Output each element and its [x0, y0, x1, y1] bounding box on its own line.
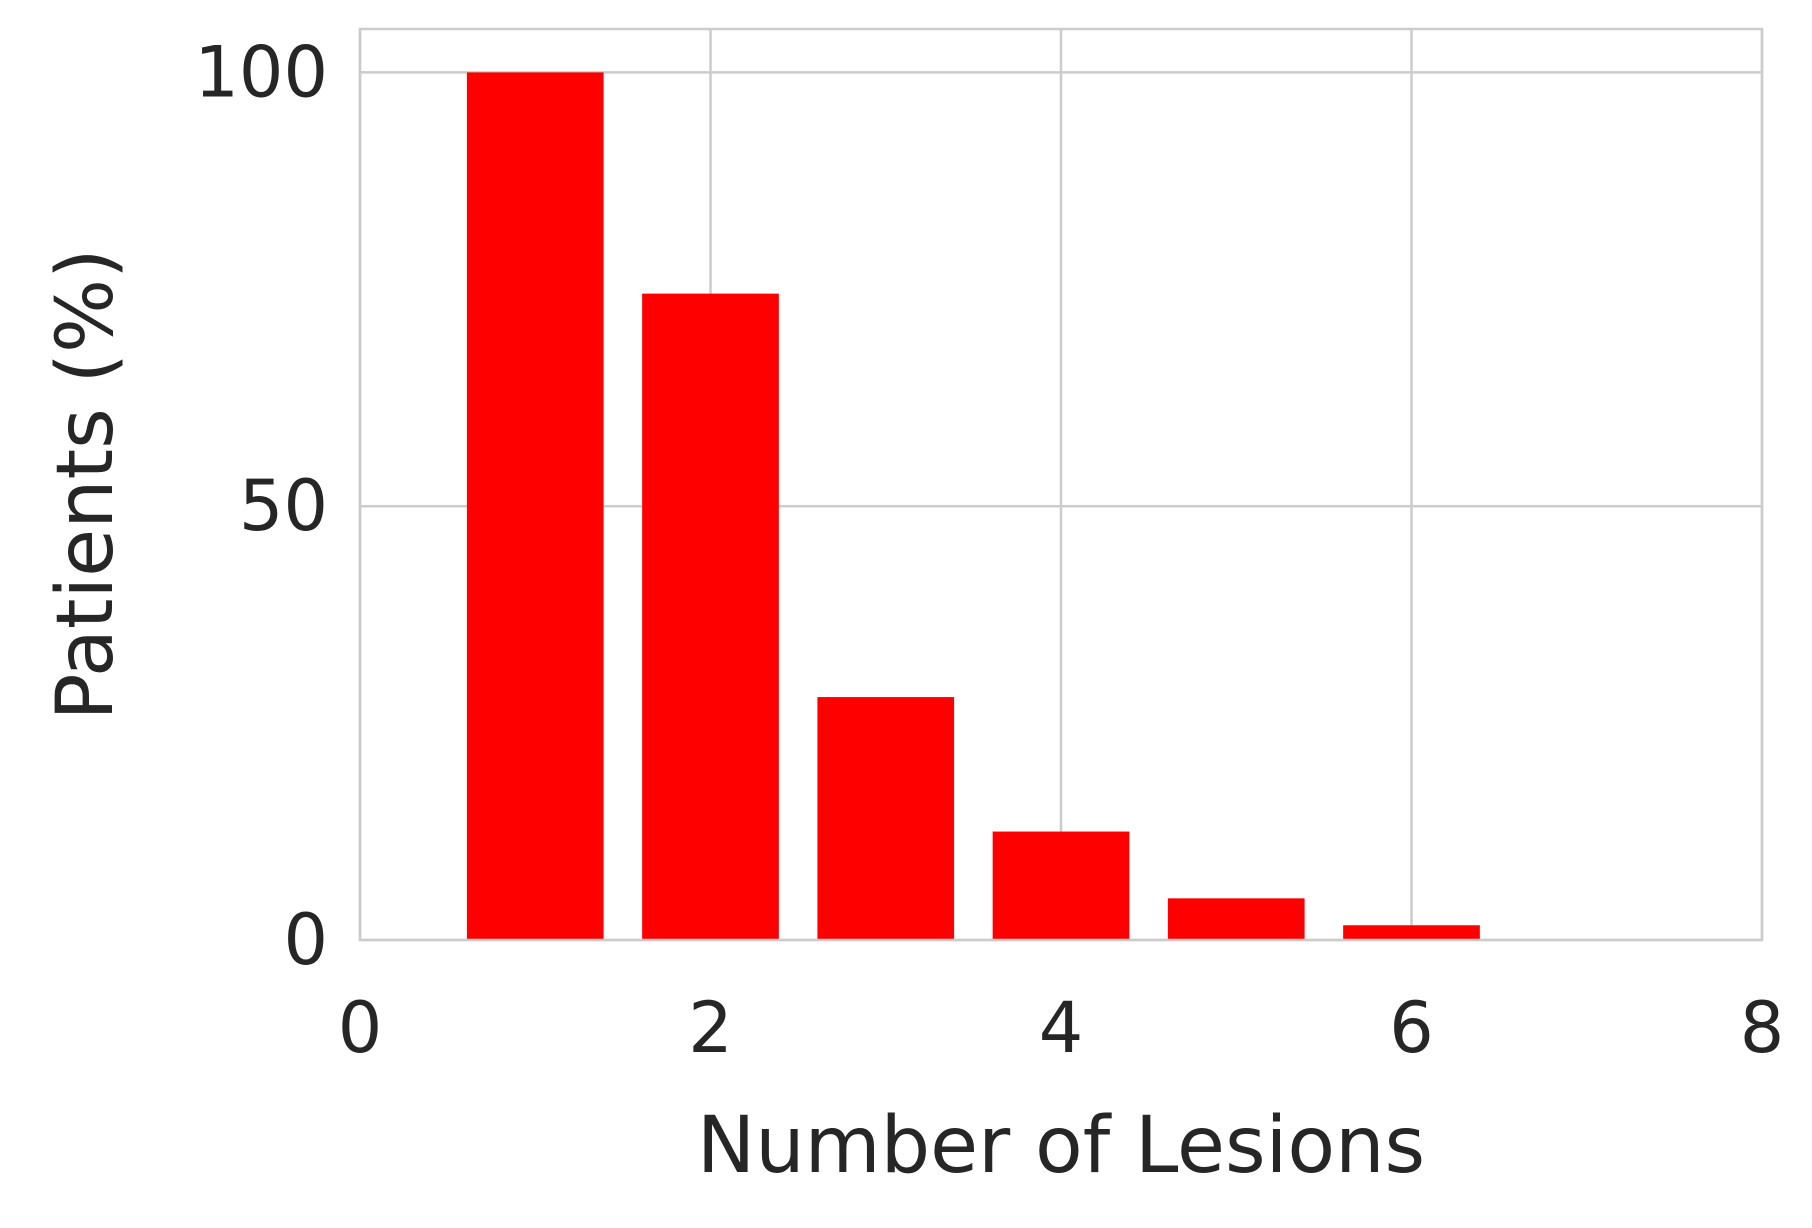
bar — [466, 72, 604, 940]
bar — [1343, 925, 1480, 940]
y-axis-label: Patients (%) — [41, 249, 131, 721]
bar — [642, 293, 779, 941]
x-tick-labels: 0 2 4 6 8 — [338, 987, 1785, 1069]
x-tick-label: 2 — [688, 987, 733, 1069]
plot-frame — [358, 27, 1764, 942]
bars — [466, 72, 1480, 941]
x-axis-label: Number of Lesions — [697, 1101, 1425, 1191]
bar — [992, 831, 1130, 940]
x-tick-label: 0 — [338, 987, 383, 1069]
bar — [817, 697, 955, 940]
x-tick-label: 8 — [1740, 987, 1785, 1069]
y-tick-label: 0 — [283, 899, 328, 981]
y-tick-labels: 0 50 100 — [194, 31, 328, 981]
y-tick-label: 100 — [194, 31, 328, 113]
bar — [1167, 898, 1305, 940]
x-tick-label: 4 — [1039, 987, 1084, 1069]
y-tick-label: 50 — [239, 465, 328, 547]
x-tick-label: 6 — [1389, 987, 1434, 1069]
